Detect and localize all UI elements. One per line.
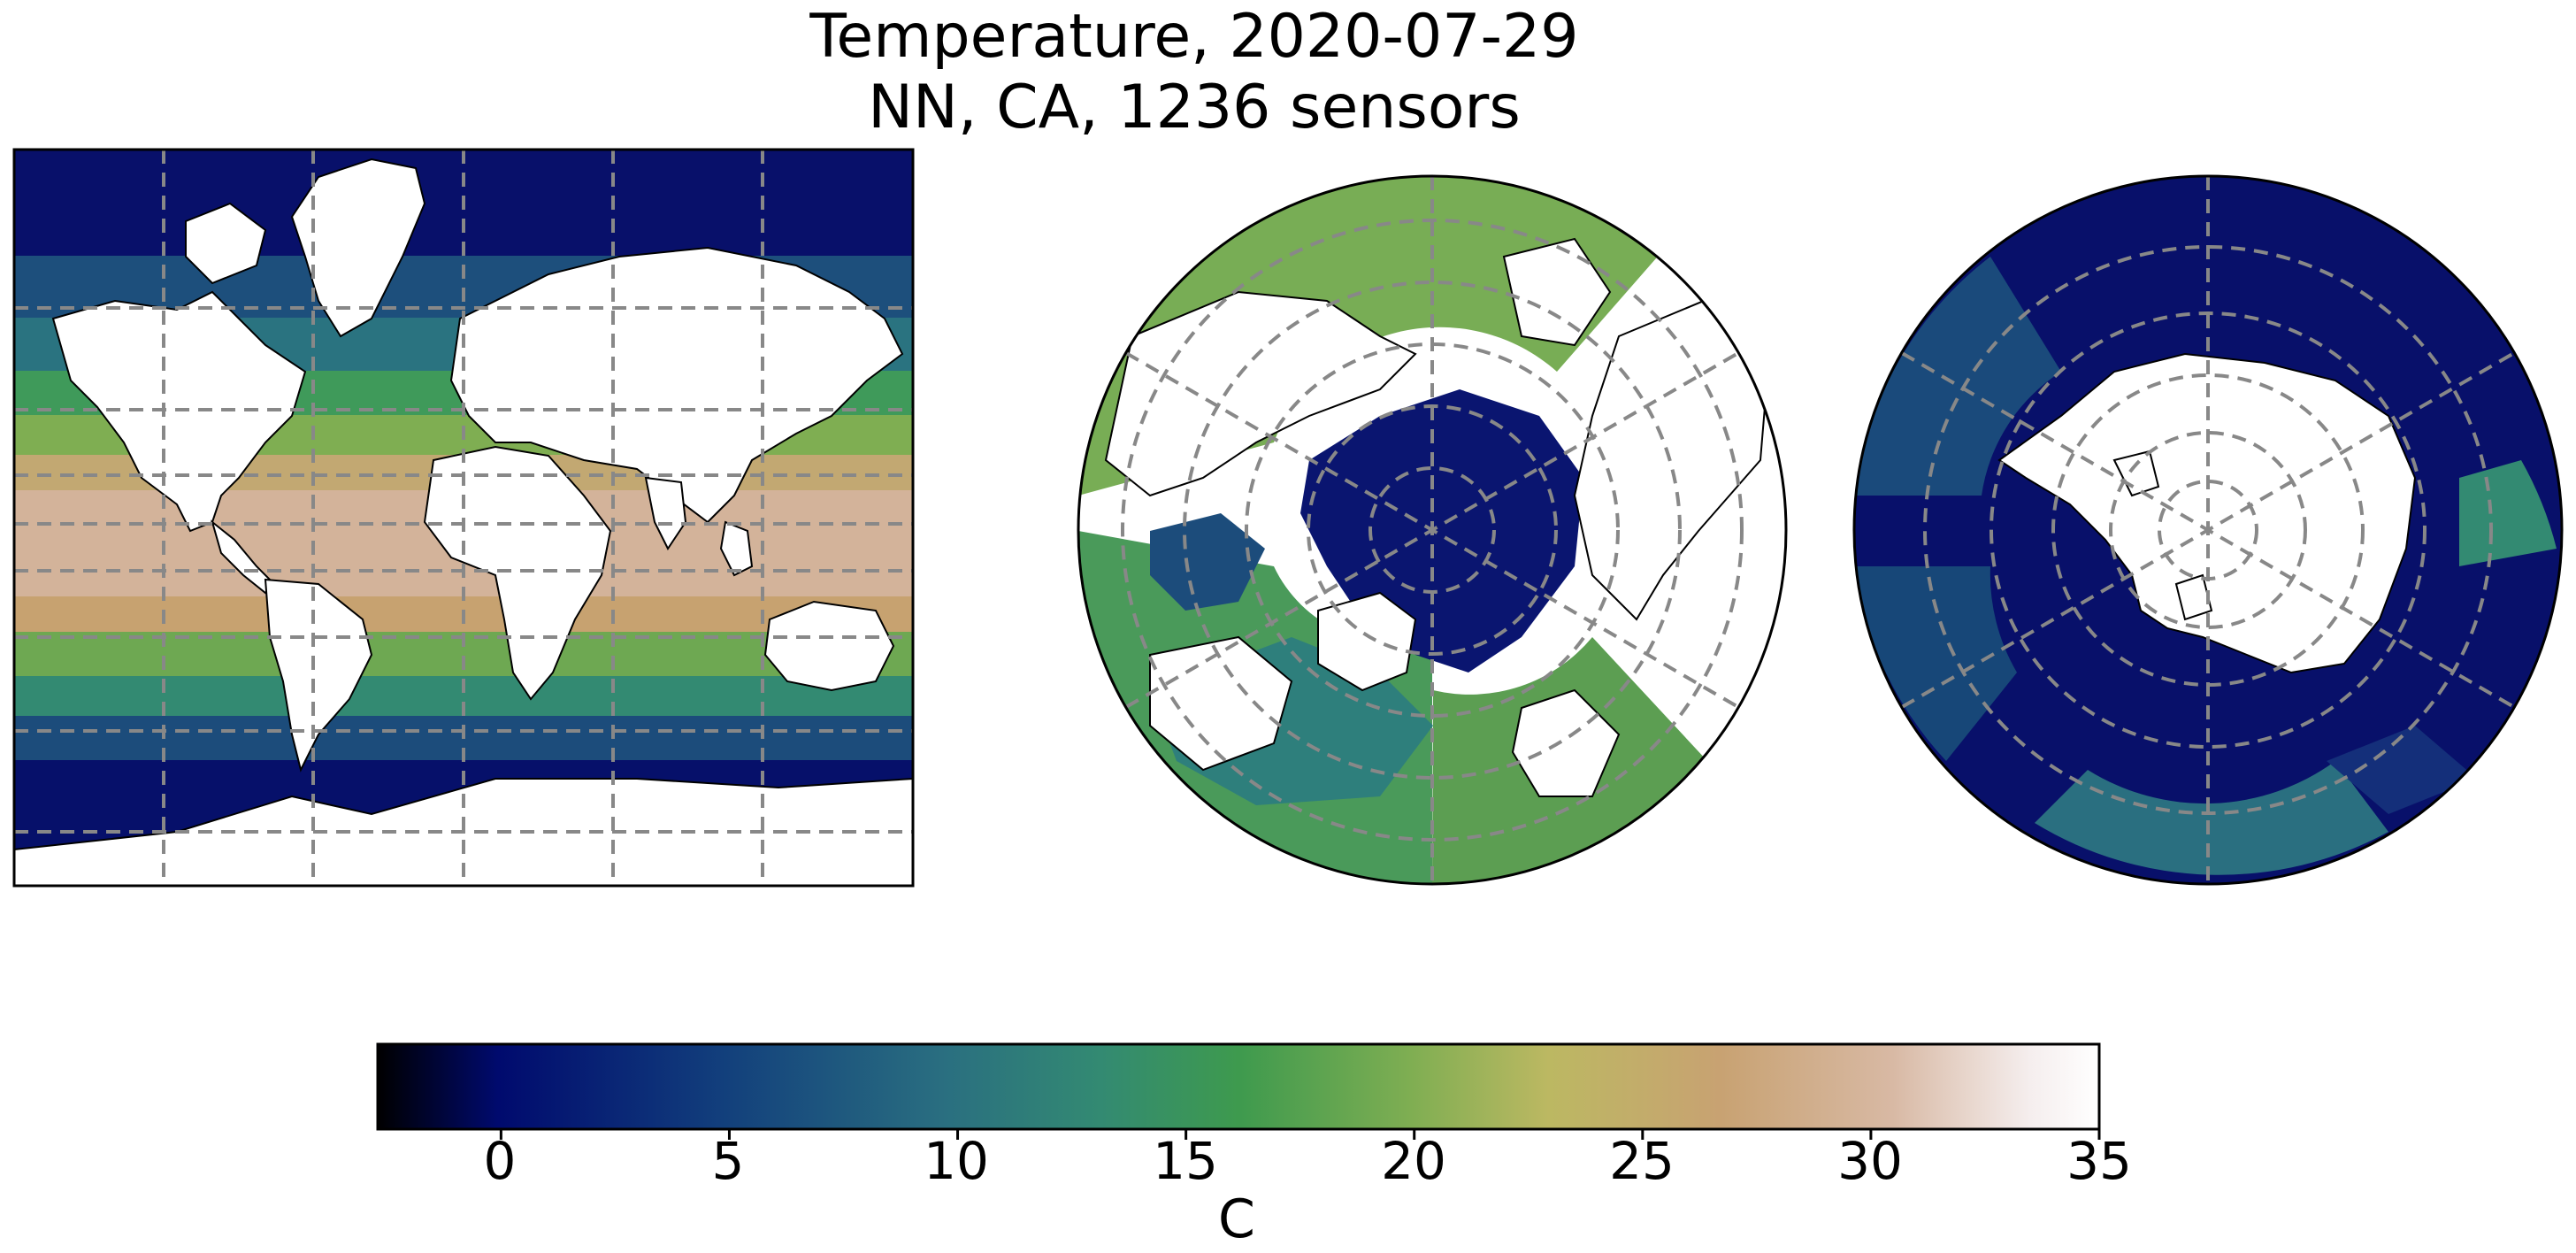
greenland-polar	[1317, 591, 1417, 692]
north-polar-map	[1078, 176, 1786, 884]
south-polar-map	[1854, 176, 2562, 884]
colorbar-tick-label: 10	[924, 1131, 989, 1191]
australia	[763, 600, 895, 692]
africa	[423, 445, 612, 701]
greenland	[290, 158, 426, 338]
colorbar-tick-label: 0	[483, 1131, 517, 1191]
colorbar-tick-label: 20	[1381, 1131, 1446, 1191]
colorbar-tick-label: 35	[2066, 1131, 2132, 1191]
global-map-frame	[12, 148, 915, 888]
colorbar-tick-label: 5	[711, 1131, 745, 1191]
south-america	[264, 578, 373, 773]
colorbar-label: C	[1218, 1188, 1255, 1250]
colorbar-ticks	[499, 1129, 2101, 1140]
colorbar	[376, 1042, 2101, 1131]
colorbar-tick-label: 30	[1837, 1131, 1903, 1191]
colorbar-tick-label: 25	[1609, 1131, 1675, 1191]
global-map	[14, 150, 913, 886]
eurasia	[449, 246, 904, 524]
colorbar-tick-label: 15	[1153, 1131, 1218, 1191]
south-polar-frame	[1852, 174, 2564, 886]
antarctica-polar	[1997, 352, 2417, 674]
north-polar-frame	[1077, 174, 1788, 886]
figure-title: Temperature, 2020-07-29	[809, 2, 1579, 72]
figure-subtitle: NN, CA, 1236 sensors	[868, 73, 1521, 142]
